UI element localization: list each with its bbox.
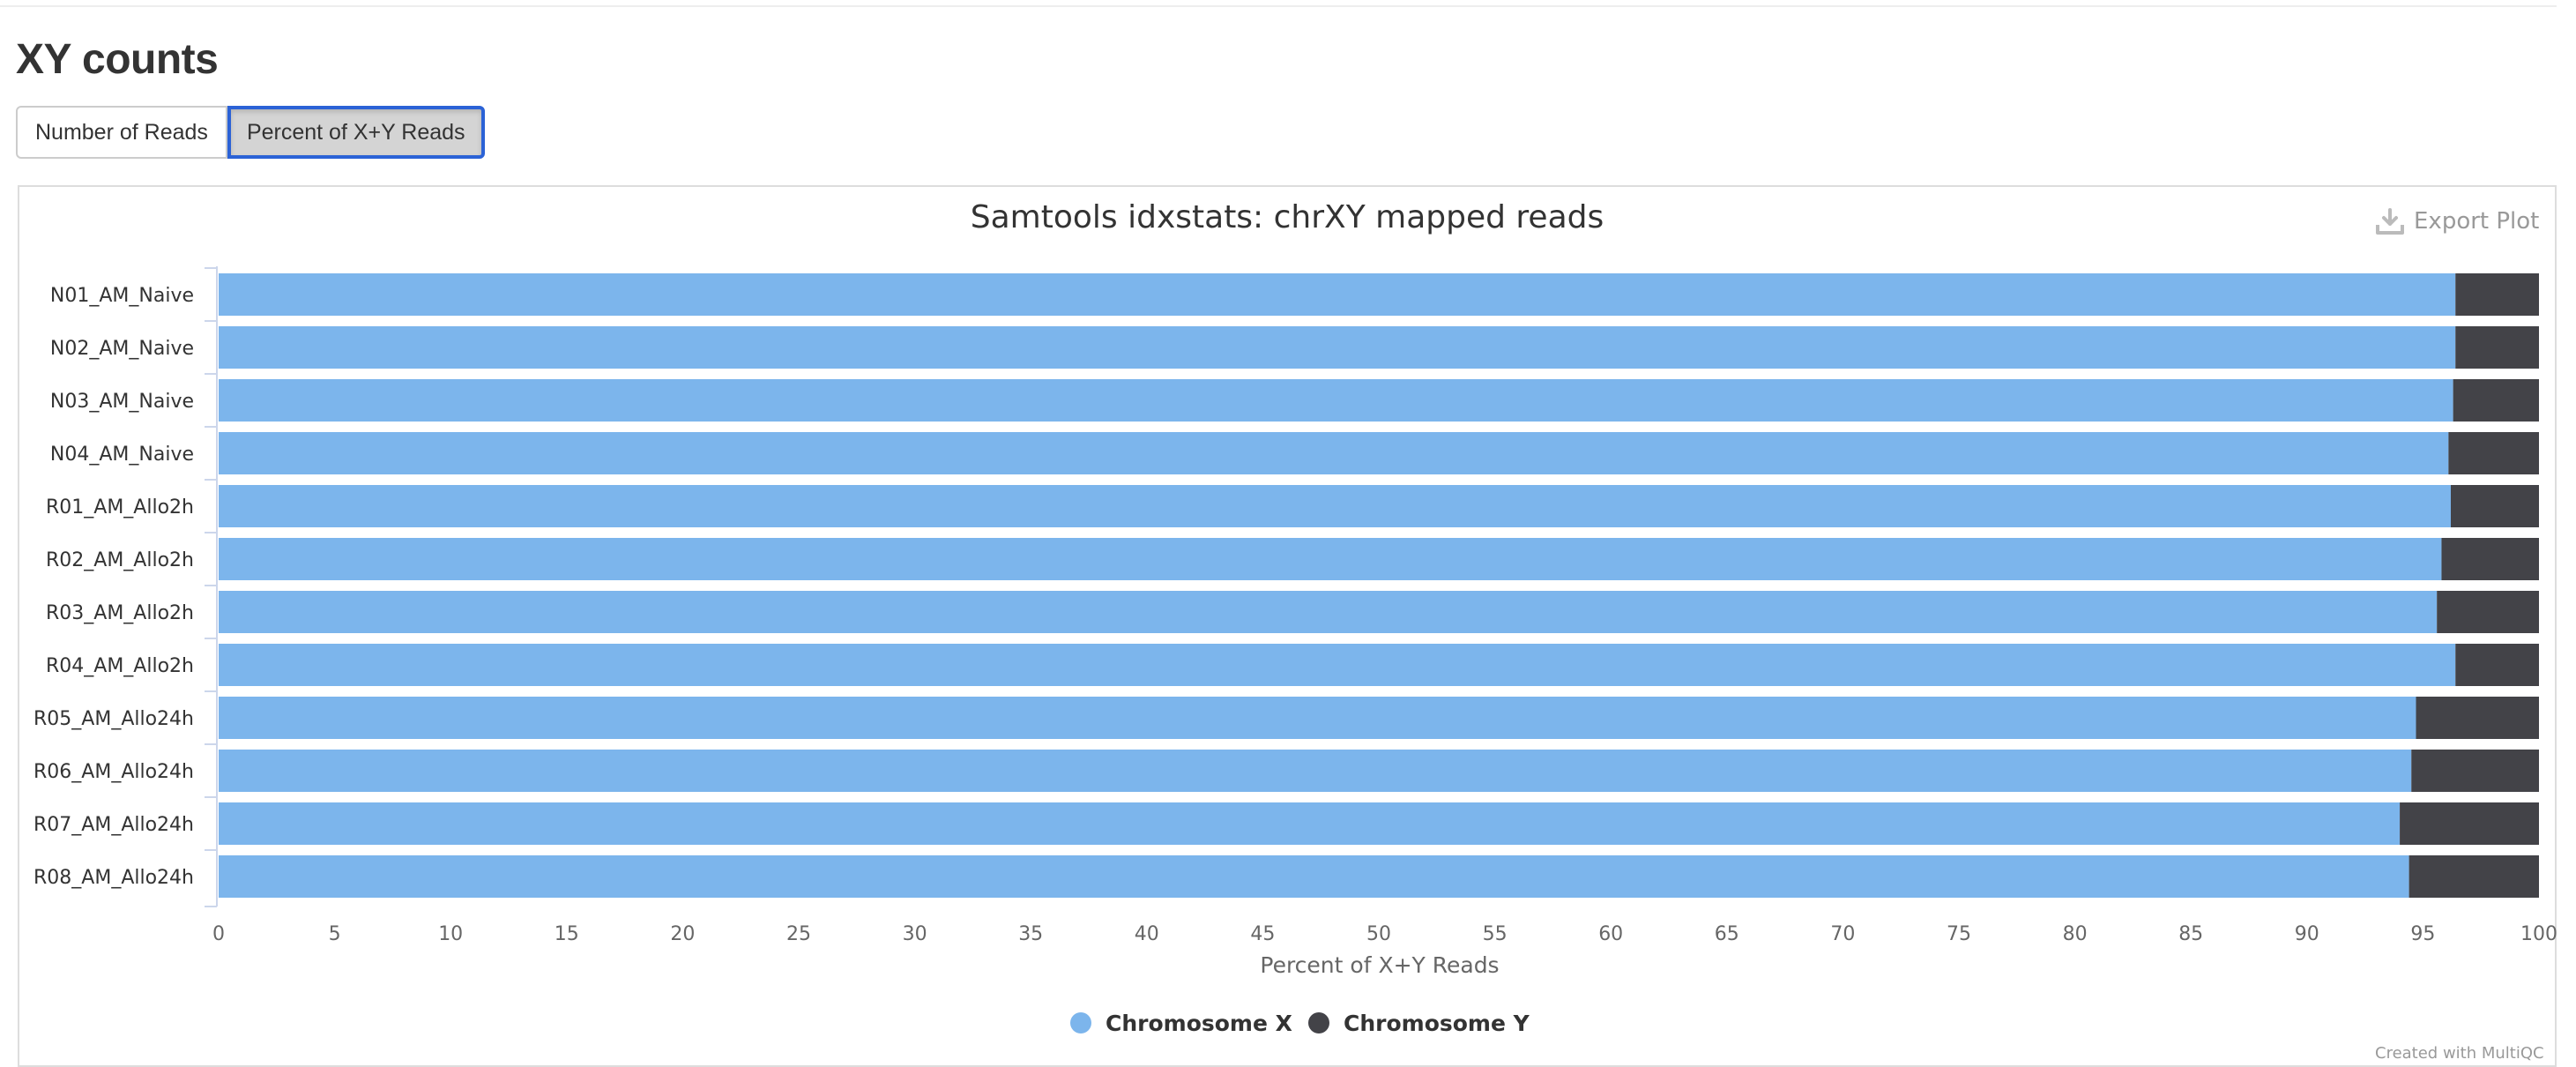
legend-label[interactable]: Chromosome Y [1344, 1011, 1530, 1036]
credit-text: Created with MultiQC [2375, 1044, 2544, 1063]
category-label: N04_AM_Naive [50, 444, 194, 466]
chart-title: Samtools idxstats: chrXY mapped reads [971, 199, 1604, 235]
category-label: R04_AM_Allo2h [46, 655, 194, 677]
x-tick-label: 20 [670, 923, 695, 945]
bar-chrx-R05_AM_Allo24h[interactable] [219, 697, 2416, 739]
category-label: R03_AM_Allo2h [46, 602, 194, 624]
x-tick-label: 30 [903, 923, 927, 945]
x-tick-label: 50 [1366, 923, 1391, 945]
category-label: R07_AM_Allo24h [34, 814, 194, 836]
bar-chry-N04_AM_Naive[interactable] [2448, 432, 2539, 474]
bar-chrx-R03_AM_Allo2h[interactable] [219, 591, 2438, 633]
bar-chrx-R06_AM_Allo24h[interactable] [219, 750, 2412, 792]
x-tick-label: 10 [438, 923, 463, 945]
download-icon [2376, 208, 2404, 235]
x-tick-label: 65 [1715, 923, 1739, 945]
bar-chrx-R02_AM_Allo2h[interactable] [219, 538, 2442, 580]
category-label: R05_AM_Allo24h [34, 708, 194, 730]
bar-chry-N03_AM_Naive[interactable] [2453, 379, 2539, 422]
x-tick-label: 90 [2295, 923, 2319, 945]
category-labels: N01_AM_Naive N02_AM_Naive N03_AM_Naive N04_… [34, 267, 217, 907]
x-tick-label: 15 [555, 923, 579, 945]
top-divider [0, 0, 2557, 7]
bar-chrx-R04_AM_Allo2h[interactable] [219, 644, 2456, 686]
x-tick-label: 100 [2520, 923, 2557, 945]
bar-chrx-N01_AM_Naive[interactable] [219, 273, 2456, 316]
bar-chrx-R07_AM_Allo24h[interactable] [219, 802, 2401, 845]
legend-marker[interactable] [1070, 1012, 1091, 1033]
bar-chry-R08_AM_Allo24h[interactable] [2408, 855, 2539, 898]
legend-marker[interactable] [1308, 1012, 1329, 1033]
category-label: N01_AM_Naive [50, 285, 194, 307]
percent-reads-button[interactable]: Percent of X+Y Reads [227, 106, 485, 159]
x-axis-label: Percent of X+Y Reads [1260, 952, 1499, 978]
bar-chry-R01_AM_Allo2h[interactable] [2450, 485, 2539, 527]
bar-chry-R06_AM_Allo24h[interactable] [2411, 750, 2539, 792]
bar-chry-R05_AM_Allo24h[interactable] [2416, 697, 2539, 739]
bar-chry-R07_AM_Allo24h[interactable] [2400, 802, 2539, 845]
x-tick-label: 0 [212, 923, 225, 945]
x-tick-label: 35 [1018, 923, 1043, 945]
bar-chry-R04_AM_Allo2h[interactable] [2455, 644, 2539, 686]
x-tick-label: 85 [2178, 923, 2203, 945]
x-tick-label: 70 [1830, 923, 1855, 945]
bar-chrx-R01_AM_Allo2h[interactable] [219, 485, 2451, 527]
bar-chry-R02_AM_Allo2h[interactable] [2441, 538, 2539, 580]
x-tick-label: 60 [1598, 923, 1623, 945]
category-label: R01_AM_Allo2h [46, 496, 194, 519]
export-plot-button[interactable]: Export Plot [2375, 208, 2539, 235]
bar-chrx-N04_AM_Naive[interactable] [219, 432, 2449, 474]
category-label: R06_AM_Allo24h [34, 761, 194, 783]
x-axis-ticks: 0 5 10 15 20 25 30 35 40 45 50 55 60 65 70 75 80 85 90 95 10… [212, 923, 2557, 945]
category-label: R08_AM_Allo24h [34, 867, 194, 889]
number-of-reads-button[interactable]: Number of Reads [16, 106, 227, 159]
legend: Chromosome X Chromosome Y [1070, 1011, 1530, 1036]
x-tick-label: 55 [1483, 923, 1508, 945]
bar-chrx-R08_AM_Allo24h[interactable] [219, 855, 2409, 898]
x-tick-label: 25 [786, 923, 811, 945]
bar-chrx-N03_AM_Naive[interactable] [219, 379, 2453, 422]
x-tick-label: 75 [1947, 923, 1971, 945]
bar-chry-N01_AM_Naive[interactable] [2455, 273, 2539, 316]
section-title: XY counts [16, 36, 219, 83]
bar-chrx-N02_AM_Naive[interactable] [219, 326, 2456, 369]
legend-label[interactable]: Chromosome X [1106, 1011, 1292, 1036]
plot-toggle-group: Number of Reads Percent of X+Y Reads [16, 106, 485, 159]
export-plot-label: Export Plot [2414, 208, 2540, 235]
bars-layer [219, 273, 2539, 898]
x-tick-label: 95 [2410, 923, 2435, 945]
category-label: N03_AM_Naive [50, 391, 194, 413]
x-tick-label: 45 [1250, 923, 1275, 945]
x-tick-label: 40 [1135, 923, 1159, 945]
x-tick-label: 80 [2063, 923, 2088, 945]
bar-chry-R03_AM_Allo2h[interactable] [2437, 591, 2539, 633]
x-tick-label: 5 [329, 923, 341, 945]
category-label: N02_AM_Naive [50, 338, 194, 360]
bar-chry-N02_AM_Naive[interactable] [2455, 326, 2539, 369]
category-label: R02_AM_Allo2h [46, 549, 194, 571]
